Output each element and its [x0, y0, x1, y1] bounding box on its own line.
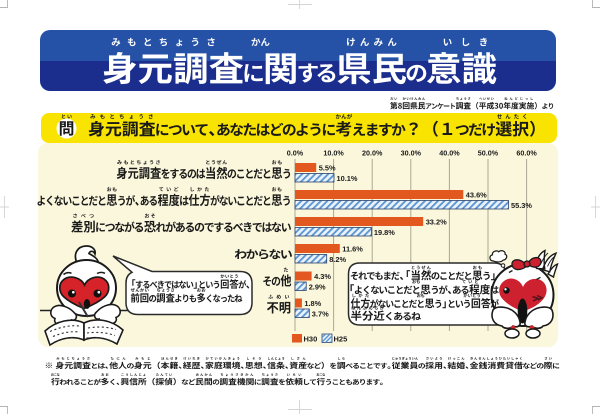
svg-text:10.1%: 10.1%	[337, 174, 358, 183]
svg-text:19.8%: 19.8%	[374, 228, 395, 237]
svg-text:4.3%: 4.3%	[314, 272, 331, 281]
svg-text:3.7%: 3.7%	[312, 309, 329, 318]
svg-text:30.0%: 30.0%	[401, 149, 422, 158]
svg-text:H25: H25	[334, 335, 348, 344]
svg-text:33.2%: 33.2%	[426, 217, 447, 226]
svg-text:1.8%: 1.8%	[304, 299, 321, 308]
svg-text:60.0%: 60.0%	[516, 149, 537, 158]
svg-text:H30: H30	[304, 335, 318, 344]
svg-text:43.6%: 43.6%	[466, 190, 487, 199]
svg-text:0.0%: 0.0%	[287, 149, 304, 158]
svg-text:8.2%: 8.2%	[329, 255, 346, 264]
svg-text:55.3%: 55.3%	[511, 201, 532, 210]
svg-text:11.6%: 11.6%	[342, 244, 363, 253]
svg-text:5.5%: 5.5%	[319, 163, 336, 172]
svg-text:2.9%: 2.9%	[309, 282, 326, 291]
svg-text:50.0%: 50.0%	[478, 149, 499, 158]
svg-text:40.0%: 40.0%	[439, 149, 460, 158]
svg-text:20.0%: 20.0%	[362, 149, 383, 158]
svg-text:10.0%: 10.0%	[323, 149, 344, 158]
